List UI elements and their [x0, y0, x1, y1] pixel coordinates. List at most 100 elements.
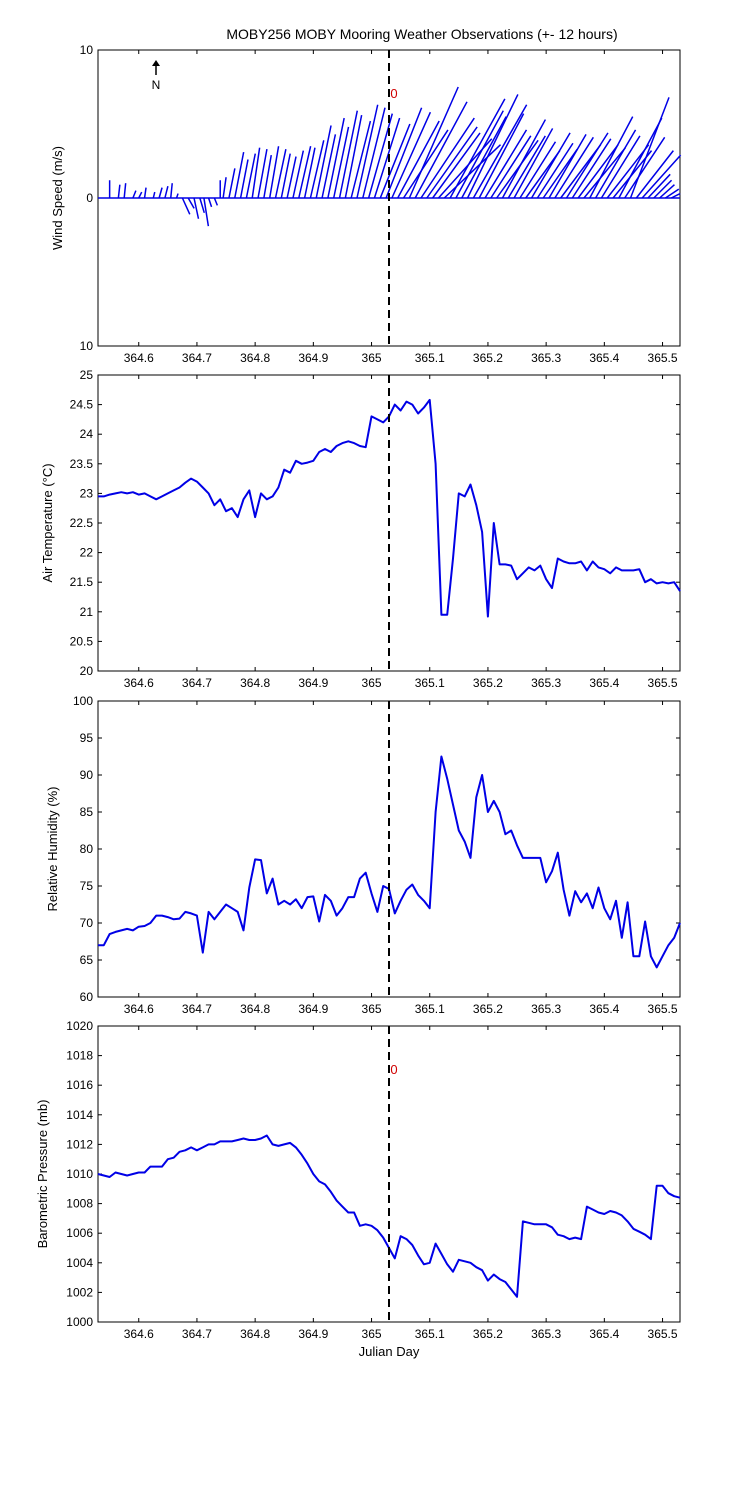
x-tick-label: 364.7	[182, 1002, 212, 1016]
y-axis-label: Wind Speed (m/s)	[50, 146, 65, 250]
y-tick-label: 65	[80, 953, 94, 967]
wind-vector	[213, 197, 219, 206]
x-tick-label: 365.1	[415, 1002, 445, 1016]
y-tick-label: 21	[80, 605, 94, 619]
x-tick-label: 365.2	[473, 1327, 503, 1341]
wind-vector	[478, 113, 525, 199]
wind-vector	[629, 97, 670, 199]
wind-vector	[530, 132, 571, 199]
relative-humidity-panel: 60 65 70 75 80 85 90 95 100 364.6 364.7 364.8 364.9 3…	[45, 694, 681, 1016]
x-tick-label: 365	[362, 1002, 382, 1016]
wind-vector	[414, 101, 468, 199]
wind-vector	[257, 149, 268, 199]
y-tick-label: 85	[80, 805, 94, 819]
wind-vector	[484, 129, 528, 199]
y-tick-label: 60	[80, 990, 94, 1004]
x-tick-label: 365.5	[648, 1002, 678, 1016]
wind-vector	[624, 136, 666, 199]
wind-vector	[187, 197, 195, 209]
wind-vector	[298, 146, 312, 199]
y-tick-label: 1016	[66, 1078, 93, 1092]
wind-vector	[152, 191, 156, 199]
x-tick-label: 365.5	[648, 676, 678, 690]
x-tick-label: 365.4	[589, 351, 619, 365]
wind-vector	[501, 119, 547, 199]
y-tick-label: 95	[80, 731, 94, 745]
x-tick-label: 364.6	[124, 1002, 154, 1016]
x-tick-label: 364.7	[182, 676, 212, 690]
wind-vector	[397, 120, 440, 199]
wind-vector	[344, 114, 363, 199]
y-tick-label: 1012	[66, 1137, 93, 1151]
y-axis-label: Barometric Pressure (mb)	[35, 1100, 50, 1249]
x-tick-label: 365	[362, 351, 382, 365]
wind-vector	[466, 94, 519, 199]
wind-vector	[583, 147, 626, 199]
wind-vector	[350, 120, 372, 199]
y-tick-label: 20.5	[70, 634, 94, 648]
y-tick-label: 21.5	[70, 575, 94, 589]
y-tick-label: 10	[80, 339, 94, 353]
wind-vector	[199, 197, 206, 214]
y-axis-label: Relative Humidity (%)	[45, 787, 60, 912]
wind-vector	[327, 117, 345, 199]
y-tick-label: 1014	[66, 1108, 93, 1122]
wind-vector	[203, 197, 210, 227]
wind-vector	[536, 142, 574, 199]
wind-vector	[653, 179, 673, 199]
x-tick-label: 365.3	[531, 1002, 561, 1016]
wind-vector	[391, 111, 432, 199]
y-tick-label: 25	[80, 368, 94, 382]
x-tick-label: 364.6	[124, 676, 154, 690]
wind-vector	[332, 126, 350, 199]
wind-vector	[222, 177, 227, 199]
north-arrowhead-icon	[152, 60, 160, 66]
x-tick-label: 364.8	[240, 1327, 270, 1341]
wind-vector	[589, 116, 634, 199]
y-tick-label: 1004	[66, 1256, 93, 1270]
wind-speed-panel: 10 0 10 364.6 364.7 364.8 364.9 365 365.1 365.2 36…	[50, 43, 682, 365]
x-tick-label: 365.1	[415, 1327, 445, 1341]
wind-vector	[519, 141, 557, 199]
wind-vector	[170, 183, 173, 199]
x-tick-label: 365.2	[473, 351, 503, 365]
x-tick-label: 365.4	[589, 1327, 619, 1341]
x-tick-label: 364.6	[124, 1327, 154, 1341]
wind-vector	[286, 156, 297, 199]
y-tick-label: 22.5	[70, 516, 94, 530]
x-tick-label: 365.3	[531, 1327, 561, 1341]
wind-vector	[263, 154, 273, 199]
y-tick-label: 1000	[66, 1315, 93, 1329]
wind-vector	[594, 129, 637, 199]
wind-vector	[385, 107, 423, 199]
y-tick-label: 0	[86, 191, 93, 205]
wind-vector	[280, 153, 291, 199]
wind-vector	[315, 125, 332, 199]
wind-vector	[670, 192, 681, 199]
y-tick-label: 1020	[66, 1019, 93, 1033]
x-tick-label: 364.7	[182, 1327, 212, 1341]
wind-vector	[228, 168, 236, 199]
wind-vector	[577, 144, 619, 199]
chart-title: MOBY256 MOBY Mooring Weather Observation…	[226, 26, 617, 42]
x-tick-label: 365.4	[589, 1002, 619, 1016]
x-tick-label: 364.9	[298, 676, 328, 690]
air-temperature-panel: 20 20.5 21 21.5 22 22.5 23 23.5 24 24.5 25 364.6 364…	[40, 368, 681, 690]
wind-vector	[143, 187, 147, 199]
y-tick-label: 24	[80, 427, 94, 441]
y-tick-label: 75	[80, 879, 94, 893]
wind-vector	[455, 110, 504, 199]
wind-vector	[356, 104, 379, 199]
y-tick-label: 100	[73, 694, 93, 708]
y-tick-label: 1018	[66, 1049, 93, 1063]
wind-vector	[472, 104, 528, 199]
north-label: N	[152, 78, 161, 92]
wind-vector	[245, 153, 257, 199]
x-tick-label: 365.3	[531, 676, 561, 690]
wind-marker-label: 0	[390, 86, 397, 101]
wind-vector	[659, 184, 675, 199]
wind-vector	[274, 149, 287, 199]
wind-vector	[443, 144, 502, 199]
y-tick-label: 1006	[66, 1226, 93, 1240]
